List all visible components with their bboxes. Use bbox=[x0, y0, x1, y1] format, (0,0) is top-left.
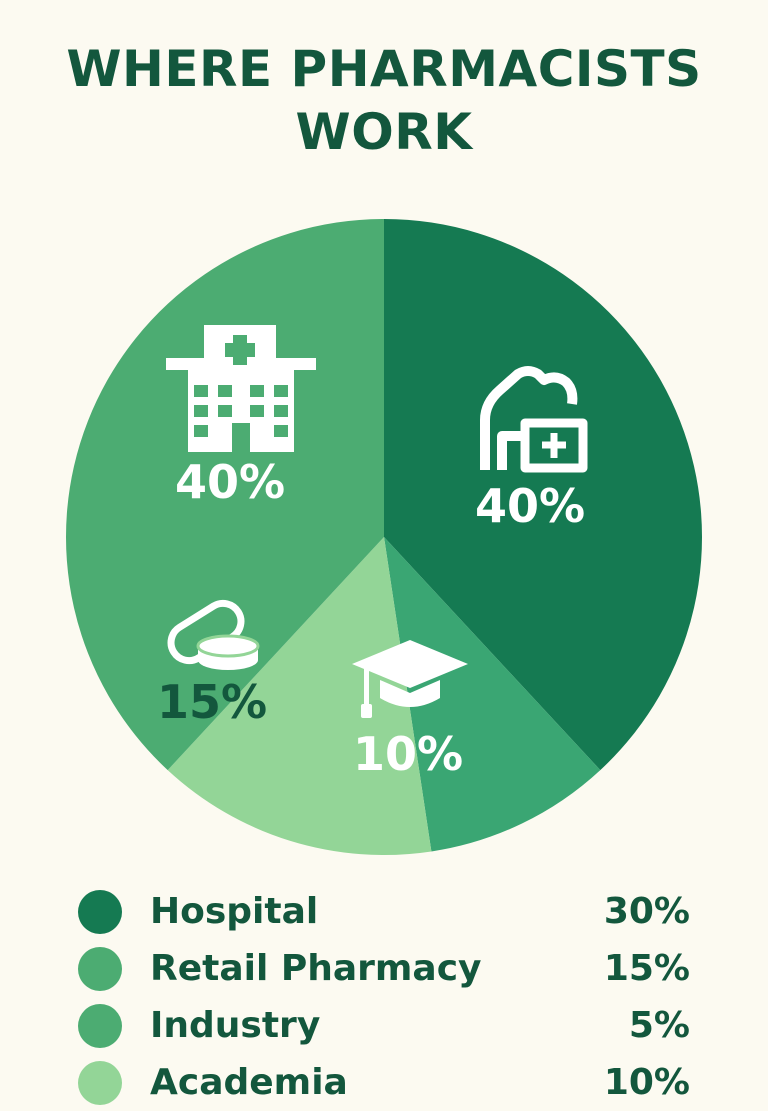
legend-value: 30% bbox=[603, 891, 690, 932]
legend-swatch bbox=[78, 1060, 122, 1105]
slice-label: 40% bbox=[475, 479, 585, 533]
legend-label: Hospital bbox=[150, 891, 319, 932]
chart-title-line-2: WORK bbox=[295, 103, 473, 161]
chart-title-line-1: WHERE PHARMACISTS bbox=[66, 40, 702, 98]
pie-chart: 40% 10% 15% 40% bbox=[66, 219, 702, 855]
pie-slice bbox=[384, 537, 601, 852]
slice-labels: 40% 10% 15% 40% bbox=[157, 455, 585, 781]
legend-label: Academia bbox=[150, 1062, 348, 1103]
hospital-icon bbox=[166, 325, 316, 452]
legend-value: 15% bbox=[603, 948, 690, 989]
legend-label: Industry bbox=[150, 1005, 321, 1046]
legend-swatch bbox=[78, 1003, 122, 1048]
legend-value: 10% bbox=[603, 1062, 690, 1103]
pie-slices bbox=[66, 219, 702, 855]
pills-icon bbox=[167, 594, 260, 670]
legend-item-hospital: Hospital 30% bbox=[78, 883, 690, 940]
pharmacy-store-icon bbox=[480, 366, 588, 473]
pie-slice bbox=[384, 219, 702, 771]
slice-label: 10% bbox=[353, 727, 463, 781]
slice-label: 40% bbox=[175, 455, 285, 509]
slice-label: 15% bbox=[157, 675, 267, 729]
legend-label: Retail Pharmacy bbox=[150, 948, 482, 989]
legend-swatch bbox=[78, 946, 122, 991]
legend-swatch bbox=[78, 889, 122, 934]
graduation-cap-icon bbox=[352, 640, 468, 718]
chart-title: WHERE PHARMACISTS WORK bbox=[0, 38, 768, 164]
legend-item-industry: Industry 5% bbox=[78, 997, 690, 1054]
legend: Hospital 30% Retail Pharmacy 15% Industr… bbox=[78, 883, 690, 1111]
pie-slice bbox=[66, 219, 384, 771]
legend-item-retail-pharmacy: Retail Pharmacy 15% bbox=[78, 940, 690, 997]
legend-value: 5% bbox=[628, 1005, 690, 1046]
legend-item-academia: Academia 10% bbox=[78, 1054, 690, 1111]
pie-slice bbox=[167, 537, 432, 855]
